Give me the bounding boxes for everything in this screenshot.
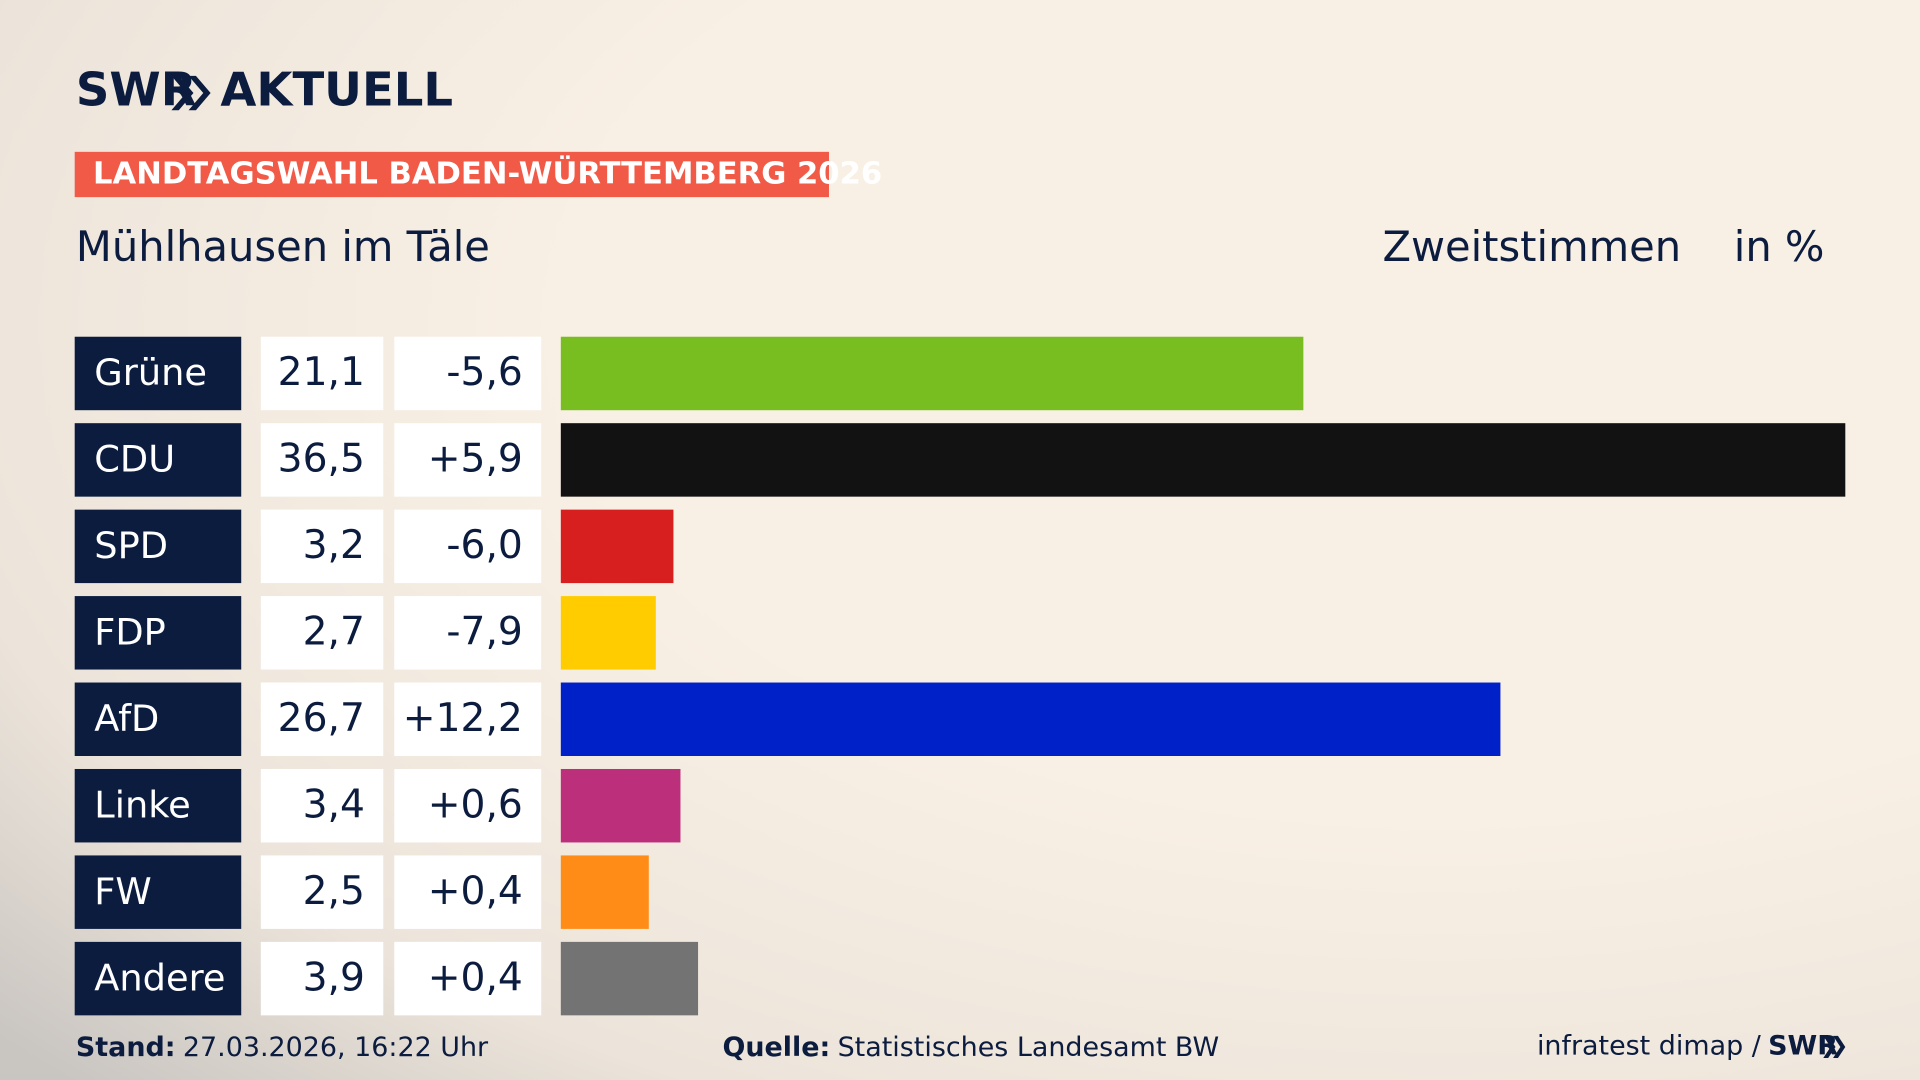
brand-chevrons xyxy=(171,75,211,111)
change-box xyxy=(394,855,542,929)
source-label: Quelle: xyxy=(722,1032,830,1063)
value-box xyxy=(260,941,384,1016)
party-label: Andere xyxy=(94,956,225,999)
bar xyxy=(560,768,681,843)
party-label: FDP xyxy=(94,611,166,654)
value-label: 2,7 xyxy=(303,610,365,655)
value-label: 36,5 xyxy=(278,437,365,482)
footer: Stand: 27.03.2026, 16:22 Uhr xyxy=(76,1032,489,1063)
party-label: CDU xyxy=(94,438,175,481)
bar xyxy=(560,682,1501,756)
change-label: +12,2 xyxy=(403,696,523,741)
party-box xyxy=(74,509,242,584)
value-label: 26,7 xyxy=(278,696,365,741)
value-label: 3,9 xyxy=(303,955,365,1000)
value-box xyxy=(260,509,384,584)
credit-chevrons xyxy=(1823,1035,1846,1058)
change-box xyxy=(394,768,542,843)
party-box xyxy=(74,423,242,497)
party-box xyxy=(74,682,242,756)
change-box xyxy=(394,941,542,1016)
change-label: +0,4 xyxy=(428,869,523,914)
source-line: Quelle: Statistisches Landesamt BW xyxy=(722,1032,1219,1063)
value-box xyxy=(260,596,384,670)
party-box xyxy=(74,855,242,929)
value-label: 2,5 xyxy=(303,869,365,914)
unit: in % xyxy=(1734,222,1825,271)
bar xyxy=(560,509,674,584)
measure: Zweitstimmen xyxy=(1382,222,1681,271)
bar xyxy=(560,423,1846,497)
value-box xyxy=(260,682,384,756)
credit: infratest dimap / xyxy=(1537,1030,1762,1061)
stand: 27.03.2026, 16:22 Uhr xyxy=(183,1032,489,1063)
party-box xyxy=(74,768,242,843)
stand-label: Stand: xyxy=(76,1032,176,1063)
party-label: FW xyxy=(94,870,151,913)
change-box xyxy=(394,336,542,411)
party-label: SPD xyxy=(94,524,168,567)
change-box xyxy=(394,509,542,584)
bar xyxy=(560,336,1304,411)
change-label: +0,4 xyxy=(428,955,523,1000)
change-label: -5,6 xyxy=(446,350,522,395)
value-box xyxy=(260,855,384,929)
change-label: -7,9 xyxy=(446,610,522,655)
bar xyxy=(560,941,699,1016)
party-label: AfD xyxy=(94,697,159,740)
change-box xyxy=(394,682,542,756)
value-box xyxy=(260,768,384,843)
change-label: -6,0 xyxy=(446,523,522,568)
bar xyxy=(560,855,649,929)
bar xyxy=(560,596,656,670)
change-box xyxy=(394,423,542,497)
party-box xyxy=(74,941,242,1016)
value-label: 3,2 xyxy=(303,523,365,568)
change-label: +0,6 xyxy=(428,782,523,827)
title-banner xyxy=(74,151,829,198)
value-box xyxy=(260,336,384,411)
brand-product: AKTUELL xyxy=(220,63,453,117)
value-label: 21,1 xyxy=(278,350,365,395)
source: Statistisches Landesamt BW xyxy=(838,1032,1219,1063)
party-box xyxy=(74,336,242,411)
rows: Grüne 21,1 -5,6 CDU 36,5 +5,9 SPD 3,2 -6,0 FDP 2,7… xyxy=(74,336,1846,1016)
party-box xyxy=(74,596,242,670)
value-box xyxy=(260,423,384,497)
party-label: Grüne xyxy=(94,351,207,394)
change-box xyxy=(394,596,542,670)
change-label: +5,9 xyxy=(428,437,523,482)
subtitle: Mühlhausen im Täle xyxy=(76,222,490,271)
party-label: Linke xyxy=(94,783,190,826)
value-label: 3,4 xyxy=(303,782,365,827)
chart-title: LANDTAGSWAHL BADEN-WÜRTTEMBERG 2026 xyxy=(93,155,882,192)
